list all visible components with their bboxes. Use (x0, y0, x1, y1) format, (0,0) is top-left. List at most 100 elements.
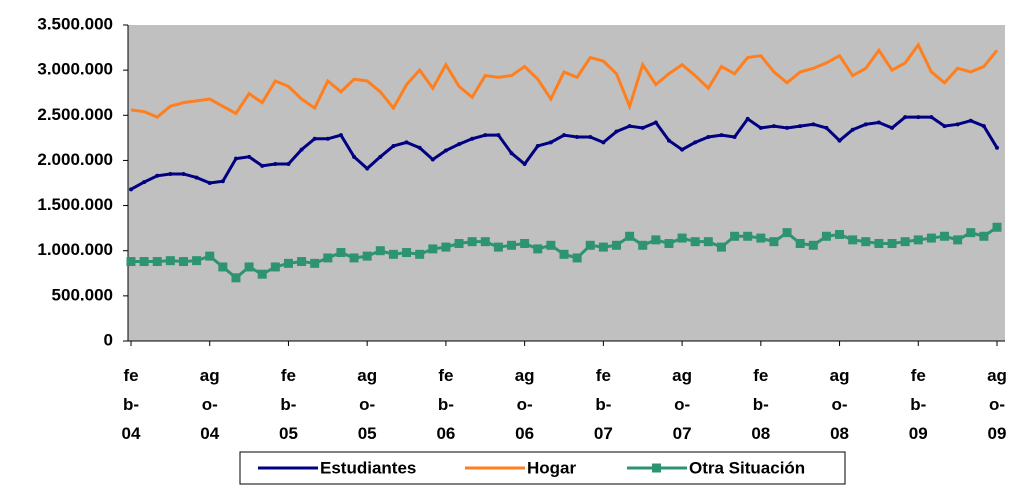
y-tick-label: 500.000 (52, 285, 113, 304)
marker (585, 240, 595, 250)
marker (417, 145, 422, 150)
marker (286, 162, 291, 167)
marker (139, 257, 149, 267)
x-tick-label: fe b-05 (279, 366, 298, 443)
marker (207, 181, 212, 185)
marker (126, 257, 136, 267)
marker (299, 147, 304, 152)
marker (192, 256, 202, 266)
marker (391, 143, 396, 148)
marker (194, 175, 199, 180)
marker (942, 124, 947, 129)
marker (995, 145, 999, 150)
marker (273, 162, 278, 167)
marker (470, 136, 475, 141)
marker (887, 238, 897, 248)
marker (821, 231, 831, 241)
marker (283, 258, 293, 268)
marker (575, 134, 580, 139)
legend-label: Estudiantes (320, 458, 416, 477)
marker (572, 253, 582, 263)
y-tick-label: 2.000.000 (37, 150, 113, 169)
marker (244, 262, 254, 272)
marker (640, 125, 645, 130)
marker (507, 240, 517, 250)
marker (638, 240, 648, 250)
marker (336, 248, 346, 258)
marker (430, 157, 435, 162)
marker (428, 244, 438, 254)
marker (798, 124, 803, 129)
marker (940, 231, 950, 241)
marker (454, 238, 464, 248)
marker (929, 115, 934, 120)
legend (239, 451, 846, 485)
marker (378, 154, 383, 159)
y-tick-label: 0 (104, 330, 113, 349)
marker (837, 138, 842, 143)
marker (716, 242, 726, 252)
marker (611, 240, 621, 250)
marker (955, 122, 960, 127)
marker (664, 238, 674, 248)
marker (349, 253, 359, 263)
marker (509, 151, 514, 156)
y-tick-label: 3.500.000 (37, 14, 113, 33)
marker (404, 140, 409, 145)
marker (548, 140, 553, 145)
marker (706, 134, 711, 139)
marker (352, 154, 357, 159)
marker (730, 231, 740, 241)
marker (745, 116, 750, 121)
x-tick-label: ag o-09 (987, 366, 1007, 443)
marker (863, 122, 868, 127)
marker (795, 238, 805, 248)
marker (457, 142, 462, 147)
y-tick-label: 2.500.000 (37, 105, 113, 124)
marker (402, 248, 412, 258)
legend-label: Hogar (527, 458, 577, 477)
marker (483, 133, 488, 138)
marker (861, 237, 871, 247)
marker (247, 154, 252, 159)
x-tick-label: ag o-07 (672, 366, 692, 443)
x-tick-label: ag o-05 (357, 366, 377, 443)
marker (690, 237, 700, 247)
marker (142, 180, 147, 185)
marker (388, 249, 398, 259)
marker (375, 246, 385, 256)
marker (535, 143, 540, 148)
marker (559, 249, 569, 259)
marker (338, 133, 343, 138)
marker (496, 133, 501, 138)
marker (848, 235, 858, 245)
marker (680, 147, 685, 152)
marker (677, 233, 687, 243)
marker (732, 134, 737, 139)
marker (155, 173, 160, 178)
marker (651, 235, 661, 245)
marker (152, 257, 162, 267)
marker (756, 233, 766, 243)
marker (310, 258, 320, 268)
marker (168, 171, 173, 176)
legend-marker (652, 463, 661, 473)
marker (992, 222, 1002, 232)
marker (824, 125, 829, 130)
marker (205, 251, 215, 261)
marker (325, 136, 330, 141)
marker (493, 242, 503, 252)
marker (312, 136, 317, 141)
marker (467, 237, 477, 247)
marker (220, 179, 225, 184)
marker (218, 262, 228, 272)
x-tick-label: fe b-09 (909, 366, 928, 443)
x-tick-label: fe b-08 (751, 366, 770, 443)
plot-area (128, 25, 1005, 341)
marker (913, 235, 923, 245)
marker (666, 138, 671, 143)
marker (588, 134, 593, 139)
marker (916, 115, 921, 120)
series-line (130, 41, 999, 119)
